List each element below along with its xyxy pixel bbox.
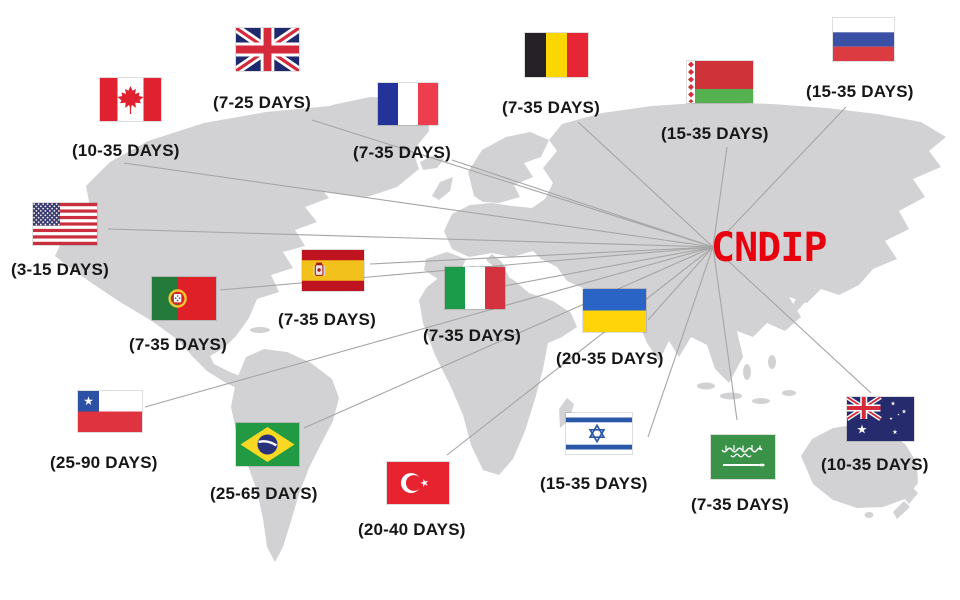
line-usa	[107, 228, 714, 248]
flag-israel	[566, 413, 632, 454]
line-israel	[647, 246, 714, 438]
usa-flag-icon	[33, 203, 97, 245]
new-zealand-north	[903, 487, 918, 504]
flag-turkey	[387, 462, 449, 504]
flag-italy	[445, 267, 505, 309]
line-chile	[144, 246, 714, 408]
brazil-flag-icon	[236, 423, 299, 466]
ukraine-flag-icon	[583, 289, 646, 332]
australia-days-label: (10-35 DAYS)	[821, 455, 929, 474]
malaya	[743, 364, 751, 380]
israel-days-label: (15-35 DAYS)	[540, 474, 648, 493]
indonesia-3	[752, 398, 770, 404]
flag-brazil	[236, 423, 299, 466]
line-uk	[311, 119, 714, 248]
italy-flag-icon	[445, 267, 505, 309]
japan	[789, 270, 827, 319]
indonesia-2	[720, 392, 742, 400]
europe	[444, 203, 539, 257]
line-australia	[712, 246, 872, 394]
line-belgium	[577, 121, 714, 248]
belarus-flag-icon	[687, 61, 753, 103]
flag-spain	[302, 250, 364, 291]
line-brazil	[303, 246, 714, 429]
flag-saudi-arabia	[711, 435, 775, 479]
usa-days-label: (3-15 DAYS)	[11, 260, 109, 279]
portugal-days-label: (7-35 DAYS)	[129, 335, 227, 354]
scandinavia	[468, 132, 549, 203]
turkey-flag-icon	[387, 462, 449, 504]
belgium-days-label: (7-35 DAYS)	[502, 98, 600, 117]
australia-continent	[801, 424, 918, 508]
line-turkey	[446, 246, 714, 456]
line-canada	[123, 162, 714, 248]
saudi-arabia-days-label: (7-35 DAYS)	[691, 495, 789, 514]
uk-flag-icon	[236, 28, 299, 71]
flag-belgium	[525, 33, 588, 77]
belgium-flag-icon	[525, 33, 588, 77]
ukraine-days-label: (20-35 DAYS)	[556, 349, 664, 368]
israel-flag-icon	[566, 413, 632, 454]
north-america	[55, 106, 359, 391]
philippines	[768, 355, 776, 369]
australia-flag-icon	[847, 397, 914, 441]
brazil-days-label: (25-65 DAYS)	[210, 484, 318, 503]
line-italy	[503, 246, 714, 287]
line-spain	[369, 246, 714, 265]
france-flag-icon	[378, 83, 438, 125]
flag-portugal	[152, 277, 216, 320]
italy-days-label: (7-35 DAYS)	[423, 326, 521, 345]
british-isles	[432, 177, 453, 200]
canada-days-label: (10-35 DAYS)	[72, 141, 180, 160]
indonesia-4	[782, 390, 796, 396]
caribbean	[250, 327, 270, 333]
belarus-days-label: (15-35 DAYS)	[661, 124, 769, 143]
line-ukraine	[647, 246, 714, 321]
indonesia-1	[697, 382, 715, 390]
iceland	[420, 155, 444, 170]
line-russia	[712, 106, 847, 248]
saudi-arabia-flag-icon	[711, 435, 775, 479]
chile-flag-icon	[78, 391, 142, 432]
chile-days-label: (25-90 DAYS)	[50, 453, 158, 472]
flag-uk	[236, 28, 299, 71]
flag-russia	[833, 18, 894, 61]
new-zealand-south	[893, 501, 910, 519]
portugal-flag-icon	[152, 277, 216, 320]
line-saudi	[712, 246, 738, 421]
france-days-label: (7-35 DAYS)	[353, 143, 451, 162]
flag-usa	[33, 203, 97, 245]
spain-days-label: (7-35 DAYS)	[278, 310, 376, 329]
turkey-days-label: (20-40 DAYS)	[358, 520, 466, 539]
line-belarus	[712, 146, 728, 248]
spain-flag-icon	[302, 250, 364, 291]
flag-france	[378, 83, 438, 125]
flag-canada	[100, 78, 161, 121]
uk-days-label: (7-25 DAYS)	[213, 93, 311, 112]
russia-flag-icon	[833, 18, 894, 61]
russia-days-label: (15-35 DAYS)	[806, 82, 914, 101]
brand-label: CNDIP	[711, 225, 827, 271]
flag-belarus	[687, 61, 753, 103]
line-france	[451, 159, 714, 248]
flag-ukraine	[583, 289, 646, 332]
tasmania	[864, 512, 874, 518]
canada-flag-icon	[100, 78, 161, 121]
flag-australia	[847, 397, 914, 441]
flag-chile	[78, 391, 142, 432]
